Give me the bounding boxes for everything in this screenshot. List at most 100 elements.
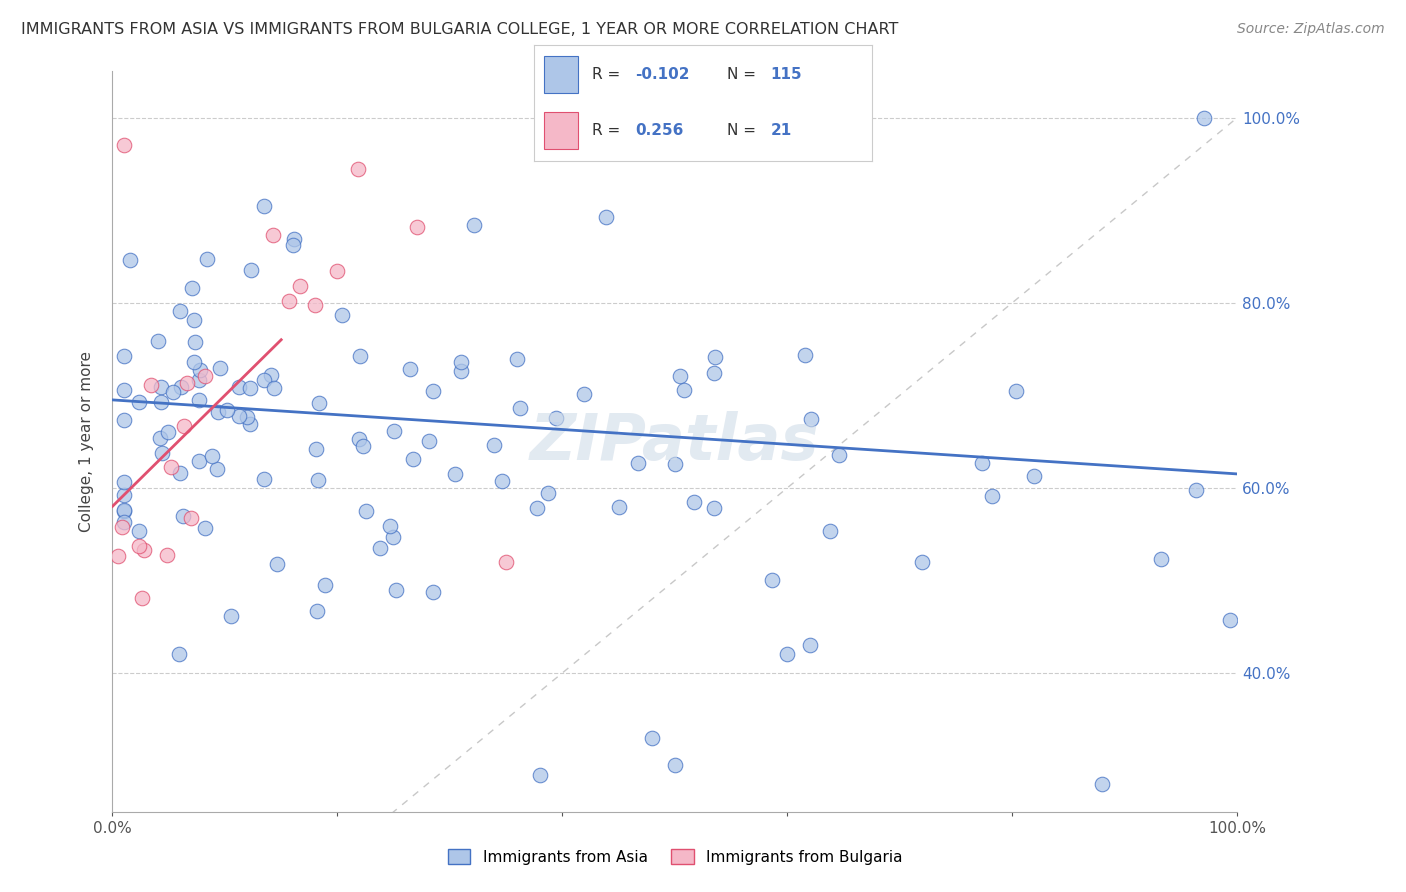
Point bbox=[382, 529, 405, 543]
Point bbox=[326, 264, 349, 278]
Text: 21: 21 bbox=[770, 123, 792, 138]
Point bbox=[194, 521, 217, 535]
Point bbox=[1219, 613, 1241, 627]
Point bbox=[150, 446, 173, 460]
Point bbox=[180, 511, 202, 525]
Point bbox=[112, 383, 135, 397]
Point bbox=[422, 384, 444, 399]
Point bbox=[221, 609, 243, 624]
Point bbox=[314, 578, 336, 592]
Point bbox=[305, 442, 328, 456]
Point bbox=[463, 219, 485, 233]
Point bbox=[150, 379, 173, 393]
Point bbox=[162, 384, 184, 399]
Text: Source: ZipAtlas.com: Source: ZipAtlas.com bbox=[1237, 22, 1385, 37]
Point bbox=[169, 466, 191, 480]
Point bbox=[207, 461, 229, 475]
Point bbox=[239, 263, 262, 277]
Point bbox=[818, 524, 841, 539]
Point bbox=[183, 334, 205, 349]
Point bbox=[112, 138, 135, 153]
Point bbox=[131, 591, 153, 605]
Legend: Immigrants from Asia, Immigrants from Bulgaria: Immigrants from Asia, Immigrants from Bu… bbox=[441, 843, 908, 871]
Point bbox=[1024, 468, 1046, 483]
Point bbox=[183, 355, 205, 369]
Point bbox=[970, 456, 993, 470]
Point bbox=[799, 638, 821, 652]
Point bbox=[215, 403, 238, 417]
Point bbox=[304, 298, 326, 312]
Point bbox=[683, 495, 706, 509]
Point bbox=[793, 347, 815, 361]
Point bbox=[703, 500, 725, 515]
Point bbox=[672, 383, 695, 397]
Point bbox=[574, 387, 596, 401]
Point bbox=[194, 369, 217, 384]
Point bbox=[253, 472, 276, 486]
Point bbox=[277, 294, 299, 309]
Point bbox=[195, 252, 218, 267]
Point bbox=[180, 281, 202, 295]
Point bbox=[761, 573, 783, 587]
Point bbox=[443, 467, 465, 481]
Point bbox=[134, 543, 156, 558]
Point bbox=[980, 489, 1002, 503]
Point bbox=[509, 401, 531, 415]
Point bbox=[307, 473, 329, 487]
Point bbox=[418, 434, 440, 449]
Point bbox=[187, 373, 209, 387]
Point bbox=[484, 438, 506, 452]
Point bbox=[669, 368, 692, 383]
Point bbox=[626, 457, 648, 471]
Point bbox=[354, 504, 377, 518]
Point bbox=[398, 362, 420, 376]
Point bbox=[172, 508, 194, 523]
Point bbox=[207, 405, 229, 419]
Point bbox=[112, 502, 135, 516]
Point bbox=[491, 474, 513, 488]
Text: N =: N = bbox=[727, 123, 761, 138]
Point bbox=[120, 252, 142, 267]
Point bbox=[112, 413, 135, 427]
Point bbox=[173, 419, 195, 434]
Point bbox=[128, 539, 150, 553]
Point bbox=[1150, 552, 1173, 566]
Point bbox=[111, 519, 134, 533]
Point bbox=[228, 409, 250, 423]
Point bbox=[150, 395, 173, 409]
Point bbox=[107, 549, 129, 564]
Point bbox=[330, 308, 353, 322]
Point bbox=[236, 409, 259, 424]
Point bbox=[239, 417, 262, 432]
Point bbox=[382, 425, 405, 439]
Point bbox=[385, 582, 408, 597]
Point bbox=[112, 349, 135, 363]
Point bbox=[176, 376, 198, 390]
Point bbox=[263, 381, 285, 395]
Point bbox=[148, 334, 170, 348]
Point bbox=[544, 411, 567, 425]
Point bbox=[187, 454, 209, 468]
Bar bbox=[544, 112, 578, 149]
Point bbox=[800, 412, 823, 426]
Point bbox=[529, 767, 551, 781]
Point bbox=[506, 351, 529, 366]
Point bbox=[266, 557, 288, 571]
Point bbox=[349, 432, 371, 446]
Point bbox=[112, 488, 135, 502]
Point bbox=[703, 367, 725, 381]
Point bbox=[262, 227, 284, 242]
Point bbox=[188, 363, 211, 377]
Point bbox=[128, 395, 150, 409]
Point bbox=[112, 515, 135, 529]
Point bbox=[664, 457, 686, 471]
Point bbox=[308, 396, 330, 410]
Point bbox=[253, 373, 276, 387]
Point bbox=[347, 162, 370, 177]
Text: N =: N = bbox=[727, 67, 761, 82]
Text: ZIPatlas: ZIPatlas bbox=[530, 410, 820, 473]
Point bbox=[1192, 111, 1215, 125]
Bar bbox=[544, 56, 578, 94]
Point bbox=[169, 380, 191, 394]
Point bbox=[495, 555, 517, 569]
